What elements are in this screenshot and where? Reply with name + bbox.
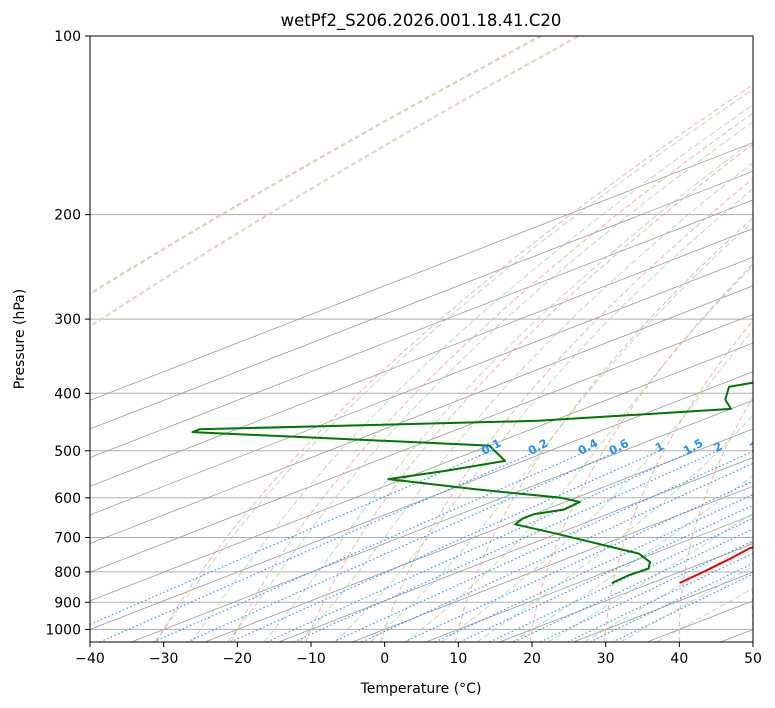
dry-adiabat — [156, 84, 753, 642]
moist-adiabats — [154, 89, 753, 642]
x-tick-label: 50 — [744, 651, 762, 667]
dry-adiabat — [305, 143, 753, 642]
y-tick-label: 900 — [54, 595, 81, 611]
isotherm — [90, 170, 753, 430]
isotherm — [90, 142, 753, 401]
x-tick-label: 20 — [523, 651, 541, 667]
isotherm — [90, 285, 753, 544]
faint-background-curves — [90, 36, 580, 328]
isotherm — [90, 199, 753, 459]
mixing-ratio-line — [361, 462, 753, 642]
moist-adiabat — [191, 104, 753, 642]
plot-frame — [89, 35, 754, 643]
moist-adiabat — [370, 221, 753, 642]
mixing-ratio-line — [332, 450, 753, 642]
plot-area: -100-90-80-70-60-50-40-30-20-10010203040… — [90, 36, 761, 642]
x-axis-ticks: −40 −30 −20 −10 0 10 20 30 40 50 — [75, 642, 762, 667]
moist-adiabat — [299, 161, 753, 642]
mixing-ratio-line — [459, 504, 753, 642]
x-tick-label: 30 — [597, 651, 615, 667]
dry-adiabat — [751, 576, 753, 636]
x-tick-label: −30 — [149, 651, 179, 667]
y-tick-label: 200 — [54, 208, 81, 224]
mixing-ratio-line — [293, 450, 719, 642]
mixing-ratio-line — [567, 552, 753, 642]
moist-adiabat — [441, 329, 753, 642]
isotherm — [131, 399, 753, 642]
moist-adiabat — [584, 541, 753, 642]
moist-adiabat — [334, 188, 753, 642]
mixing-ratio-line — [266, 450, 694, 642]
isotherm — [90, 228, 753, 487]
y-tick-label: 500 — [54, 444, 81, 460]
y-tick-label: 800 — [54, 565, 81, 581]
y-tick-label: 400 — [54, 386, 81, 402]
y-tick-label: 600 — [54, 491, 81, 507]
isotherm — [90, 371, 753, 630]
mixing-ratio-line — [403, 480, 753, 642]
x-tick-label: −10 — [296, 651, 326, 667]
dewpoint-profile — [191, 381, 753, 584]
y-axis-ticks: 100 200 300 400 500 600 700 800 900 1000 — [45, 29, 90, 638]
x-tick-label: −40 — [75, 651, 105, 667]
x-axis-label: Temperature (°C) — [360, 681, 482, 697]
y-tick-label: 300 — [54, 312, 81, 328]
isotherm — [90, 256, 753, 516]
mixing-ratio-label: 3 — [747, 439, 761, 455]
dry-adiabat — [230, 112, 753, 642]
mixing-ratio-line — [90, 450, 492, 625]
sounding-profiles — [191, 381, 753, 584]
moist-adiabat — [405, 264, 753, 642]
isotherm — [90, 314, 753, 573]
moist-adiabat — [263, 140, 753, 642]
background-adiabat — [90, 36, 580, 328]
dry-adiabat — [678, 396, 753, 642]
chart-title: wetPf2_S206.2026.001.18.41.C20 — [281, 11, 562, 31]
moist-adiabat — [512, 474, 753, 642]
x-tick-label: 0 — [380, 651, 389, 667]
isotherm — [278, 457, 753, 642]
moist-adiabat — [656, 587, 753, 642]
skewed-isotherms — [90, 142, 753, 642]
y-tick-label: 100 — [54, 29, 81, 45]
isotherm — [352, 485, 753, 642]
moist-adiabat — [476, 414, 753, 642]
dry-adiabat — [380, 177, 753, 642]
dry-adiabats — [156, 84, 753, 642]
dry-adiabat — [529, 263, 753, 642]
moist-adiabat — [154, 89, 753, 642]
x-tick-label: −20 — [223, 651, 253, 667]
isotherm — [204, 428, 753, 642]
dry-adiabat — [604, 319, 753, 642]
dry-adiabat — [454, 217, 753, 642]
x-tick-label: 10 — [449, 651, 467, 667]
y-tick-label: 700 — [54, 531, 81, 547]
mixing-ratio-line — [99, 450, 539, 642]
y-tick-label: 1000 — [45, 622, 81, 638]
moist-adiabat — [227, 121, 753, 642]
x-tick-label: 40 — [670, 651, 688, 667]
isotherm — [90, 342, 753, 602]
moist-adiabat — [620, 565, 753, 642]
y-axis-label: Pressure (hPa) — [12, 289, 28, 389]
isotherm — [425, 514, 753, 642]
